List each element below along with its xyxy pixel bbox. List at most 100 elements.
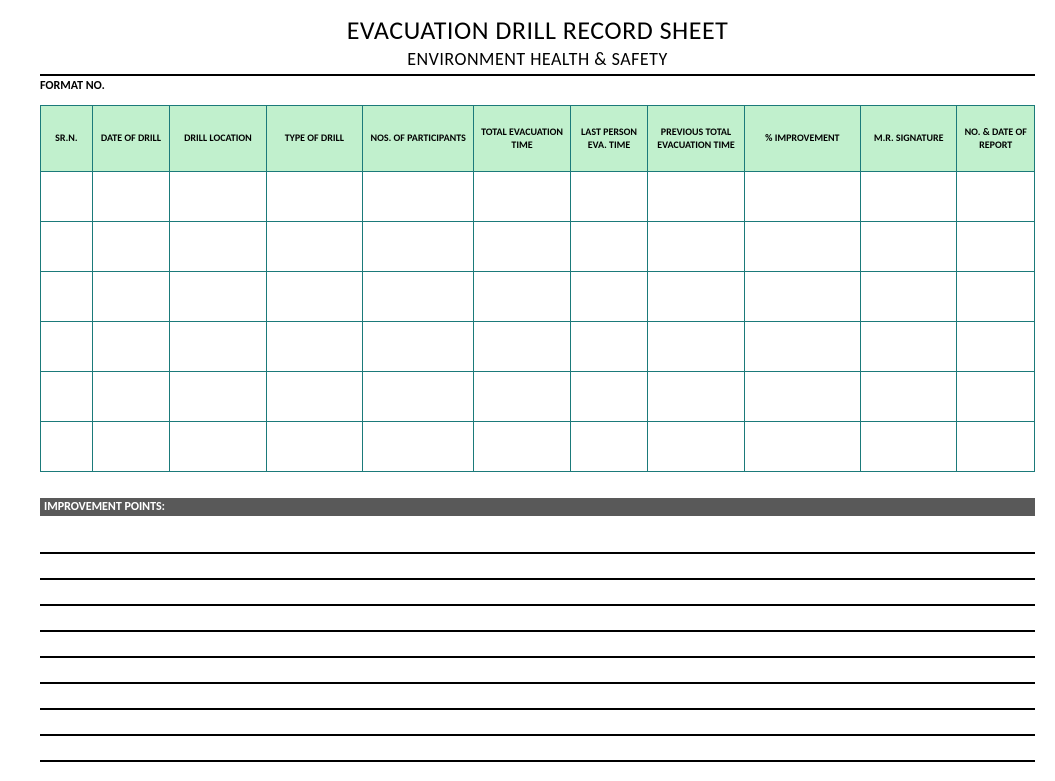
table-cell [474,422,570,472]
table-cell [170,322,266,372]
table-cell [474,372,570,422]
table-cell [266,322,362,372]
table-cell [363,322,474,372]
table-cell [744,172,860,222]
table-cell [170,222,266,272]
table-cell [41,222,93,272]
improvement-line [40,528,1035,554]
table-header-cell: NOS. OF PARTICIPANTS [363,106,474,172]
improvement-line [40,554,1035,580]
table-cell [474,272,570,322]
table-header-cell: DRILL LOCATION [170,106,266,172]
table-cell [266,372,362,422]
table-cell [957,322,1035,372]
table-cell [957,372,1035,422]
table-cell [363,422,474,472]
table-cell [648,422,744,472]
table-row [41,172,1035,222]
table-header-cell: TYPE OF DRILL [266,106,362,172]
table-cell [957,222,1035,272]
drill-record-table: SR.N.DATE OF DRILLDRILL LOCATIONTYPE OF … [40,105,1035,472]
table-row [41,422,1035,472]
table-cell [648,272,744,322]
page-container: EVACUATION DRILL RECORD SHEET ENVIRONMEN… [0,0,1055,762]
table-cell [92,322,170,372]
table-cell [170,422,266,472]
table-cell [744,222,860,272]
table-row [41,272,1035,322]
table-body [41,172,1035,472]
table-cell [92,422,170,472]
table-cell [92,272,170,322]
table-cell [570,422,648,472]
table-cell [570,172,648,222]
table-cell [363,222,474,272]
table-cell [744,322,860,372]
table-cell [266,222,362,272]
table-row [41,372,1035,422]
table-header-cell: NO. & DATE OF REPORT [957,106,1035,172]
table-cell [266,422,362,472]
table-cell [266,172,362,222]
page-title: EVACUATION DRILL RECORD SHEET [40,14,1035,46]
table-cell [92,172,170,222]
table-cell [570,322,648,372]
table-header-cell: SR.N. [41,106,93,172]
table-header-cell: DATE OF DRILL [92,106,170,172]
table-cell [41,272,93,322]
table-cell [266,272,362,322]
improvement-line [40,736,1035,762]
improvement-line [40,658,1035,684]
table-cell [474,172,570,222]
table-cell [648,372,744,422]
improvement-line [40,606,1035,632]
title-underline [40,74,1035,76]
table-cell [41,172,93,222]
table-cell [170,272,266,322]
table-cell [170,372,266,422]
table-row [41,322,1035,372]
table-cell [41,372,93,422]
table-header-cell: M.R. SIGNATURE [860,106,956,172]
table-cell [744,372,860,422]
table-row [41,222,1035,272]
improvement-lines [40,528,1035,762]
table-header-cell: LAST PERSON EVA. TIME [570,106,648,172]
table-cell [744,272,860,322]
table-cell [860,422,956,472]
improvement-points-bar: IMPROVEMENT POINTS: [40,498,1035,516]
table-cell [41,422,93,472]
table-cell [474,222,570,272]
table-cell [570,372,648,422]
table-cell [170,172,266,222]
improvement-line [40,684,1035,710]
improvement-line [40,580,1035,606]
table-header-cell: PREVIOUS TOTAL EVACUATION TIME [648,106,744,172]
table-cell [648,222,744,272]
table-cell [648,172,744,222]
table-cell [957,422,1035,472]
table-cell [860,272,956,322]
improvement-line [40,710,1035,736]
table-cell [363,272,474,322]
table-cell [957,172,1035,222]
table-head: SR.N.DATE OF DRILLDRILL LOCATIONTYPE OF … [41,106,1035,172]
table-cell [92,222,170,272]
table-cell [363,372,474,422]
table-cell [363,172,474,222]
page-subtitle: ENVIRONMENT HEALTH & SAFETY [40,48,1035,72]
table-cell [41,322,93,372]
table-cell [860,222,956,272]
table-header-cell: TOTAL EVACUATION TIME [474,106,570,172]
table-cell [648,322,744,372]
table-cell [860,172,956,222]
table-header-cell: % IMPROVEMENT [744,106,860,172]
format-no-label: FORMAT NO. [40,79,1035,93]
table-header-row: SR.N.DATE OF DRILLDRILL LOCATIONTYPE OF … [41,106,1035,172]
table-cell [744,422,860,472]
table-cell [860,322,956,372]
table-cell [474,322,570,372]
table-cell [860,372,956,422]
table-cell [570,222,648,272]
table-cell [92,372,170,422]
